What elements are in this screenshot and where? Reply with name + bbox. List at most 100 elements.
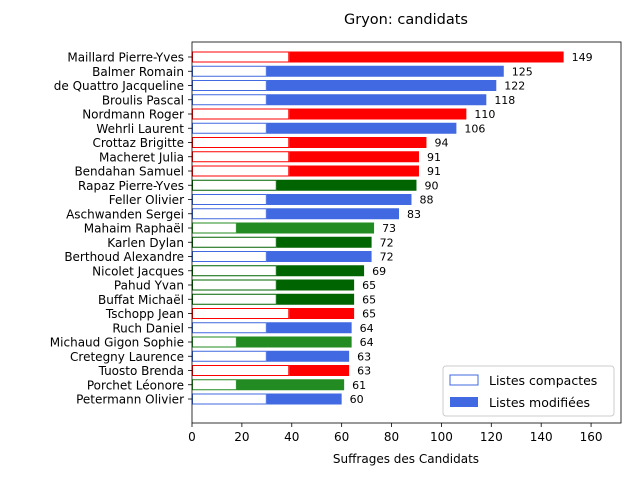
bar-compact: [192, 51, 290, 63]
bar-compact: [192, 194, 267, 205]
x-tick-label: 160: [580, 430, 603, 444]
bar-modified: [289, 51, 564, 63]
y-tick-label: Broulis Pascal: [102, 93, 184, 107]
plot-frame: [191, 41, 622, 424]
chart-title: Gryon: candidats: [344, 12, 468, 28]
x-tick-label: 80: [384, 430, 399, 444]
legend-box: [442, 365, 615, 417]
bar-modified: [266, 350, 350, 362]
value-label: 64: [360, 336, 374, 349]
y-tick-label: Cretegny Laurence: [70, 350, 184, 364]
bar-modified: [266, 65, 504, 77]
bar-compact: [192, 251, 267, 262]
value-label: 90: [424, 179, 438, 192]
bar-compact: [192, 94, 267, 106]
bar-compact: [192, 165, 290, 177]
x-tick-label: 20: [234, 430, 249, 444]
value-label: 91: [427, 165, 441, 178]
value-label: 64: [360, 322, 374, 335]
bars-group: [192, 51, 564, 405]
value-label: 118: [494, 94, 515, 107]
bar-compact: [192, 365, 290, 376]
value-label: 63: [357, 350, 371, 363]
bar-modified: [236, 379, 345, 391]
bar-modified: [266, 208, 400, 220]
y-tick-label: Petermann Olivier: [76, 393, 184, 407]
value-label: 106: [464, 122, 485, 135]
value-label: 65: [362, 279, 376, 292]
bar-compact: [192, 308, 290, 319]
y-tick-label: Berthoud Alexandre: [64, 250, 184, 264]
y-tick-label: Nicolet Jacques: [92, 264, 184, 278]
value-labels: 1491251221181101069491919088837372726965…: [350, 51, 593, 406]
x-tick-label: 0: [188, 430, 196, 444]
value-label: 60: [350, 393, 364, 406]
bar-modified: [266, 122, 457, 134]
value-label: 73: [382, 222, 396, 235]
bar-modified: [236, 336, 352, 348]
bar-compact: [192, 80, 267, 91]
bar-compact: [192, 393, 267, 405]
bar-compact: [192, 379, 237, 391]
bar-modified: [266, 322, 352, 334]
bar-compact: [192, 279, 277, 291]
bar-compact: [192, 336, 237, 348]
value-label: 91: [427, 151, 441, 164]
bar-compact: [192, 265, 277, 277]
y-tick-label: Rapaz Pierre-Yves: [78, 179, 184, 193]
y-tick-label: Tschopp Jean: [105, 307, 184, 321]
y-tick-label: Nordmann Roger: [82, 108, 184, 122]
value-label: 63: [357, 365, 371, 378]
value-label: 122: [504, 80, 525, 93]
x-tick-label: 40: [284, 430, 299, 444]
bar-compact: [192, 151, 290, 163]
y-tick-label: Macheret Julia: [99, 150, 184, 164]
legend-label-modified: Listes modifiées: [489, 395, 590, 410]
bar-compact: [192, 65, 267, 77]
value-label: 65: [362, 308, 376, 321]
legend-swatch-compact: [449, 374, 479, 386]
y-tick-label: Aschwanden Sergei: [66, 207, 184, 221]
y-tick-label: Buffat Michaël: [98, 293, 184, 307]
bar-modified: [266, 80, 497, 91]
y-tick-label: Ruch Daniel: [112, 321, 184, 335]
value-label: 110: [474, 108, 495, 121]
bar-compact: [192, 122, 267, 134]
y-tick-label: Maillard Pierre-Yves: [67, 51, 184, 65]
y-tick-label: Tuosto Brenda: [98, 364, 184, 378]
x-tick-label: 120: [480, 430, 503, 444]
bar-modified: [266, 251, 372, 262]
bar-compact: [192, 222, 237, 234]
bar-modified: [289, 151, 419, 163]
x-ticks: 0 20 40 60 80 100 120 140 160: [188, 423, 603, 444]
bar-modified: [276, 265, 365, 277]
bar-compact: [192, 322, 267, 334]
value-label: 88: [419, 194, 433, 207]
bar-compact: [192, 208, 267, 220]
bar-modified: [289, 137, 427, 148]
y-tick-label: Mahaim Raphaël: [84, 222, 184, 236]
bar-modified: [276, 236, 372, 248]
bar-compact: [192, 137, 290, 148]
value-label: 83: [407, 208, 421, 221]
bar-modified: [289, 165, 419, 177]
legend: Listes compactes Listes modifiées: [442, 365, 615, 417]
bar-modified: [236, 222, 375, 234]
y-tick-label: Balmer Romain: [92, 65, 184, 79]
x-tick-label: 140: [530, 430, 553, 444]
bar-compact: [192, 108, 290, 120]
y-tick-label: Wehrli Laurent: [96, 122, 184, 136]
bar-modified: [266, 393, 342, 405]
value-label: 61: [352, 379, 366, 392]
bar-modified: [289, 365, 350, 376]
bar-modified: [289, 308, 355, 319]
value-label: 72: [380, 251, 394, 264]
y-tick-label: Bendahan Samuel: [74, 165, 184, 179]
x-tick-label: 60: [334, 430, 349, 444]
bar-modified: [276, 279, 355, 291]
value-label: 125: [512, 65, 533, 78]
legend-label-compact: Listes compactes: [489, 373, 597, 388]
bar-modified: [276, 179, 417, 191]
